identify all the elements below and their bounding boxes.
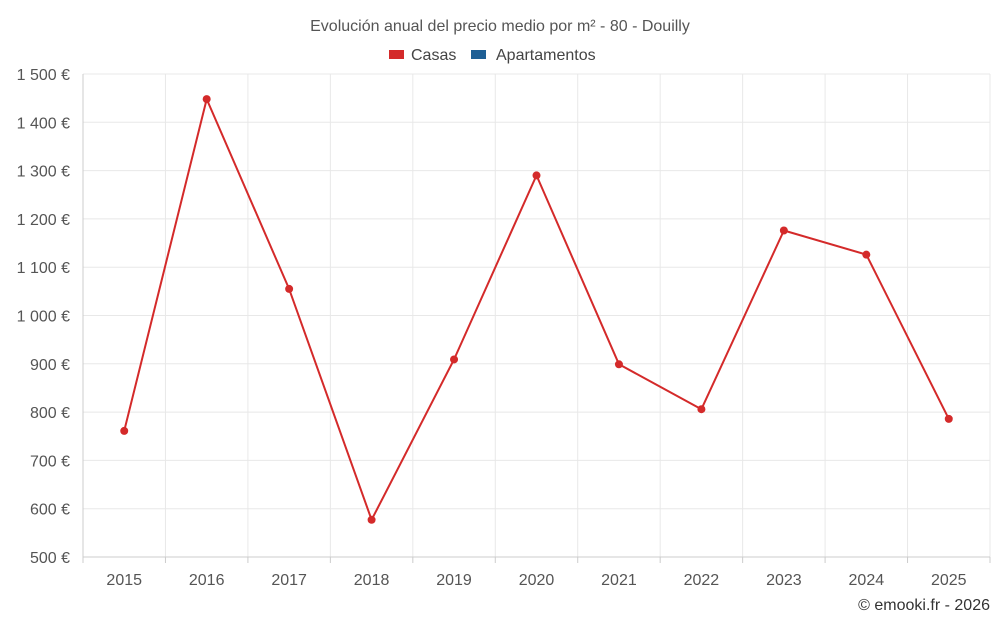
axes: [82, 74, 991, 563]
x-tick-label: 2015: [106, 572, 142, 589]
data-point-casas-2024: [862, 250, 871, 259]
legend-item-apartamentos-label: Apartamentos: [496, 47, 596, 64]
y-tick-label: 1 500 €: [17, 67, 70, 84]
x-tick-label: 2021: [601, 572, 637, 589]
x-tick-label: 2019: [436, 572, 472, 589]
y-tick-label: 1 100 €: [17, 260, 70, 277]
data-point-casas-2023: [779, 226, 788, 235]
y-tick-label: 1 000 €: [17, 309, 70, 326]
y-tick-label: 700 €: [30, 453, 70, 470]
data-point-casas-2021: [614, 360, 623, 369]
data-point-casas-2018: [367, 515, 376, 524]
data-point-casas-2015: [120, 426, 129, 435]
legend: Casas Apartamentos: [389, 47, 596, 64]
data-point-casas-2017: [285, 284, 294, 293]
data-point-casas-2022: [697, 405, 706, 414]
y-tick-label: 1 300 €: [17, 164, 70, 181]
data-point-casas-2016: [202, 95, 211, 104]
legend-item-casas-swatch: [389, 50, 404, 59]
legend-item-casas-label: Casas: [411, 47, 456, 64]
x-tick-label: 2024: [849, 572, 885, 589]
series-points: [120, 95, 953, 524]
x-tick-label: 2022: [684, 572, 720, 589]
footer-credit: © emooki.fr - 2026: [858, 597, 990, 614]
y-tick-label: 600 €: [30, 502, 70, 519]
y-tick-label: 1 200 €: [17, 212, 70, 229]
x-tick-label: 2023: [766, 572, 802, 589]
y-tick-label: 800 €: [30, 405, 70, 422]
y-tick-label: 500 €: [30, 550, 70, 567]
data-point-casas-2025: [944, 414, 953, 423]
x-tick-label: 2018: [354, 572, 390, 589]
y-tick-label: 1 400 €: [17, 115, 70, 132]
x-axis-labels: 2015 2016 2017 2018 2019 2020 2021 2022 2023 2024…: [106, 572, 966, 589]
x-tick-label: 2017: [271, 572, 307, 589]
x-tick-label: 2020: [519, 572, 555, 589]
y-axis-labels: 500 € 600 € 700 € 800 € 900 € 1 000 € 1 100 € 1…: [17, 67, 70, 567]
data-point-casas-2019: [450, 355, 459, 364]
x-tick-label: 2016: [189, 572, 225, 589]
x-tick-label: 2025: [931, 572, 967, 589]
y-tick-label: 900 €: [30, 357, 70, 374]
data-point-casas-2020: [532, 171, 541, 180]
grid-lines: [82, 73, 991, 558]
legend-item-apartamentos-swatch: [471, 50, 486, 59]
chart-title: Evolución anual del precio medio por m² …: [310, 18, 690, 35]
